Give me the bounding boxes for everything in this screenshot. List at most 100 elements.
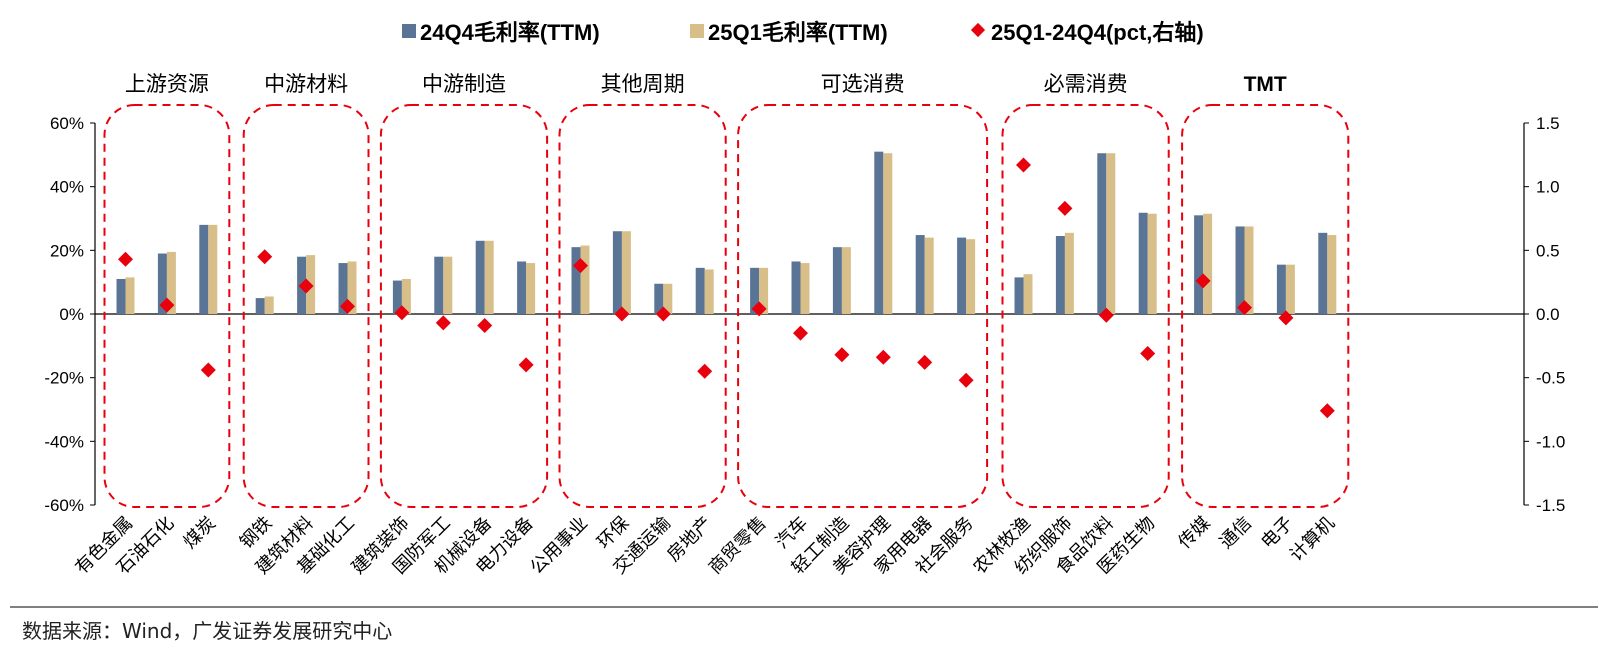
diff-marker — [1140, 345, 1156, 361]
legend-swatch-24q4 — [402, 24, 416, 38]
source-note: 数据来源：Wind，广发证券发展研究中心 — [22, 619, 392, 643]
bar-25q1 — [800, 263, 810, 314]
bar-24q4 — [1276, 264, 1286, 314]
diff-marker — [1057, 200, 1073, 216]
bar-25q1 — [1106, 153, 1116, 314]
bar-25q1 — [841, 247, 851, 314]
group-box — [379, 104, 549, 508]
diff-marker — [573, 258, 588, 274]
bar-25q1 — [704, 269, 714, 314]
bar-25q1 — [166, 251, 176, 314]
diff-marker — [1319, 403, 1335, 419]
right-tick-label: -1.5 — [1536, 496, 1565, 515]
diff-marker — [394, 305, 410, 321]
group-box — [1001, 104, 1170, 508]
bar-25q1 — [443, 256, 453, 314]
group-label: TMT — [1244, 73, 1287, 96]
diff-marker — [340, 298, 355, 314]
bar-24q4 — [915, 235, 925, 314]
bars — [116, 151, 1337, 314]
bar-25q1 — [401, 278, 411, 314]
bar-24q4 — [517, 261, 527, 314]
right-tick-label: 1.0 — [1536, 178, 1560, 197]
bar-25q1 — [759, 267, 769, 314]
bar-24q4 — [255, 298, 265, 314]
group-label: 可选消费 — [821, 72, 905, 96]
legend-swatch-25q1 — [690, 24, 704, 38]
legend-label-25q1: 25Q1毛利率(TTM) — [708, 20, 888, 45]
left-tick-label: 0% — [59, 305, 84, 324]
diff-marker — [435, 315, 451, 331]
bar-24q4 — [654, 283, 664, 314]
right-tick-label: 0.0 — [1536, 305, 1560, 324]
diff-marker — [875, 349, 891, 365]
bar-24q4 — [1097, 153, 1107, 314]
bar-24q4 — [791, 261, 801, 314]
bar-25q1 — [924, 237, 934, 314]
left-y-ticks: -60% -40% -20% 0% 20% 40% 60% — [44, 114, 95, 515]
bar-24q4 — [1194, 215, 1204, 314]
diff-marker — [793, 325, 808, 341]
bar-24q4 — [750, 267, 760, 314]
bar-24q4 — [695, 267, 705, 314]
category-label: 传媒 — [1174, 513, 1214, 553]
bar-25q1 — [1023, 274, 1033, 314]
bar-24q4 — [434, 256, 444, 314]
diff-marker — [118, 251, 133, 267]
diff-marker — [958, 372, 974, 388]
bar-25q1 — [1327, 235, 1337, 314]
bar-24q4 — [1318, 232, 1328, 314]
bar-25q1 — [526, 263, 536, 314]
group-box — [1181, 104, 1350, 508]
bar-25q1 — [125, 277, 135, 314]
group-label: 中游材料 — [264, 72, 348, 96]
bar-24q4 — [571, 247, 581, 314]
bar-25q1 — [347, 261, 357, 314]
category-label: 煤炭 — [180, 513, 220, 553]
left-tick-label: -20% — [44, 369, 84, 388]
bar-25q1 — [1064, 232, 1074, 314]
group-box — [103, 104, 231, 508]
bar-25q1 — [966, 239, 976, 314]
diff-marker — [1237, 300, 1252, 316]
bar-24q4 — [957, 237, 967, 314]
diff-marker — [518, 357, 534, 373]
bar-24q4 — [157, 253, 167, 314]
bar-25q1 — [484, 240, 494, 314]
diff-marker — [1098, 307, 1114, 323]
category-label: 公用事业 — [526, 513, 592, 579]
group-label: 上游资源 — [125, 72, 209, 96]
right-tick-label: 1.5 — [1536, 114, 1560, 133]
right-tick-label: -1.0 — [1536, 432, 1565, 451]
diff-marker — [614, 306, 630, 322]
diff-marker — [1195, 273, 1211, 289]
bar-25q1 — [883, 153, 893, 314]
left-tick-label: 60% — [50, 114, 84, 133]
left-tick-label: -60% — [44, 496, 84, 515]
group-boxes: 上游资源 中游材料 中游制造 其他周期 可选消费 必需消费 TMT — [103, 72, 1350, 508]
legend-label-24q4: 24Q4毛利率(TTM) — [420, 20, 600, 45]
group-label: 必需消费 — [1044, 72, 1128, 96]
bar-24q4 — [1055, 236, 1065, 314]
diff-marker — [298, 278, 314, 294]
diff-markers — [118, 157, 1335, 419]
category-label: 通信 — [1216, 513, 1256, 553]
bar-25q1 — [1285, 264, 1295, 314]
group-label: 其他周期 — [601, 72, 685, 96]
diff-marker — [257, 249, 273, 265]
bar-24q4 — [338, 263, 348, 314]
bar-24q4 — [1235, 226, 1245, 314]
bar-24q4 — [832, 247, 842, 314]
category-label: 房地产 — [663, 513, 716, 566]
bar-24q4 — [392, 280, 402, 314]
legend-label-diff: 25Q1-24Q4(pct,右轴) — [991, 20, 1204, 45]
bar-25q1 — [264, 296, 274, 314]
bar-25q1 — [1147, 213, 1157, 314]
bar-24q4 — [1014, 277, 1024, 314]
diff-marker — [1278, 310, 1294, 326]
bar-25q1 — [208, 224, 218, 314]
legend: 24Q4毛利率(TTM) 25Q1毛利率(TTM) 25Q1-24Q4(pct,… — [402, 20, 1204, 45]
bar-25q1 — [1244, 226, 1254, 314]
category-label: 计算机 — [1286, 513, 1339, 566]
